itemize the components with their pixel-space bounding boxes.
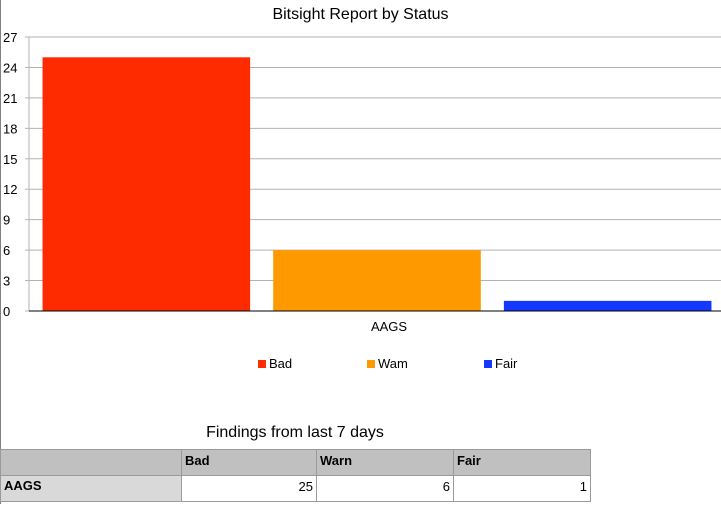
bar-warn <box>273 250 481 311</box>
table-header-row: Bad Warn Fair <box>0 449 591 476</box>
y-tick-label: 12 <box>3 182 17 197</box>
bar-chart: 0 3 6 9 12 15 18 21 24 27 AAGS <box>3 30 721 334</box>
bar-bad <box>42 57 251 311</box>
y-tick-label: 9 <box>3 213 10 228</box>
legend-swatch-warn <box>367 359 375 368</box>
y-tick-label: 18 <box>3 121 17 136</box>
legend-label-bad: Bad <box>269 356 293 371</box>
table-cell-bad: 25 <box>181 475 317 502</box>
y-tick-label: 3 <box>3 274 10 289</box>
findings-table: Bad Warn Fair AAGS 25 6 1 <box>0 449 591 502</box>
table-header-bad: Bad <box>181 449 317 476</box>
table-title: Findings from last 7 days <box>206 424 384 441</box>
chart-title: Bitsight Report by Status <box>272 6 449 23</box>
legend-label-warn: Wam <box>378 356 408 371</box>
legend-label-fair: Fair <box>495 356 518 371</box>
legend-item-bad: Bad <box>258 356 292 371</box>
table-row: AAGS 25 6 1 <box>0 475 591 502</box>
y-tick-label: 27 <box>3 30 17 45</box>
legend-swatch-fair <box>484 359 492 368</box>
table-header-warn: Warn <box>316 449 454 476</box>
table-row-label: AAGS <box>0 475 182 502</box>
table-cell-warn: 6 <box>316 475 454 502</box>
y-tick-label: 21 <box>3 91 17 106</box>
y-tick-label: 15 <box>3 152 17 167</box>
bars <box>42 57 712 311</box>
y-tick-label: 24 <box>3 60 17 75</box>
y-tick-label: 6 <box>3 243 10 258</box>
legend-item-warn: Wam <box>367 356 408 371</box>
table-cell-fair: 1 <box>453 475 591 502</box>
legend-item-fair: Fair <box>484 356 517 371</box>
legend-swatch-bad <box>258 359 266 368</box>
table-header-fair: Fair <box>453 449 591 476</box>
table-header-empty <box>0 449 182 476</box>
x-category-label: AAGS <box>371 319 407 334</box>
axes: 0 3 6 9 12 15 18 21 24 27 AAGS <box>3 30 721 334</box>
bar-fair <box>503 300 712 311</box>
y-tick-label: 0 <box>3 304 10 319</box>
